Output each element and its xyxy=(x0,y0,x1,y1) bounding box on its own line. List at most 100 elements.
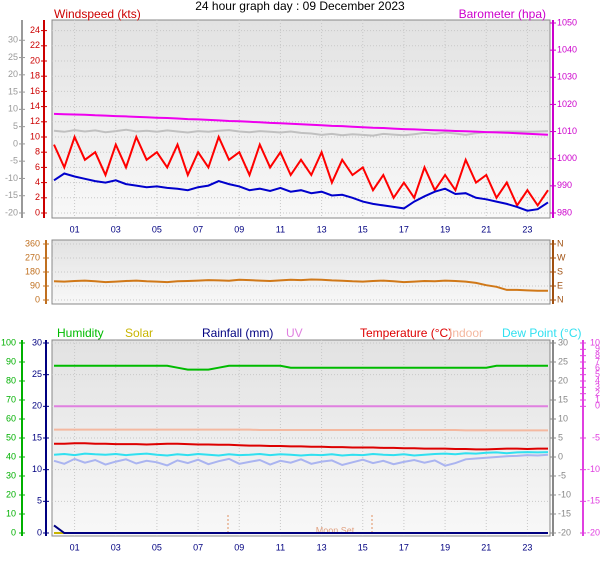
x-tick-label: 11 xyxy=(276,542,285,552)
y-tick-label: 80 xyxy=(6,375,16,385)
y-tick-label: 980 xyxy=(557,207,572,217)
series-line xyxy=(54,428,548,432)
y-tick-label: 12 xyxy=(30,116,40,126)
y-tick-label: 10 xyxy=(32,464,42,474)
x-tick-label: 21 xyxy=(481,224,491,234)
y-tick-label: 30 xyxy=(32,337,42,347)
y-tick-label: 18 xyxy=(30,71,40,81)
y-tick-label: 60 xyxy=(6,413,16,423)
y-tick-label: 0 xyxy=(11,527,16,537)
y-tick-label: 7 xyxy=(595,356,600,366)
y-tick-label: -5 xyxy=(10,156,18,166)
y-tick-label: 10 xyxy=(6,508,16,518)
y-tick-label: -15 xyxy=(5,190,18,200)
x-tick-label: 05 xyxy=(152,542,162,552)
x-tick-label: 09 xyxy=(234,542,244,552)
y-tick-label: 5 xyxy=(13,121,18,131)
legend-entry: UV xyxy=(286,326,303,340)
series-line xyxy=(53,112,549,136)
y-tick-label: -20 xyxy=(5,207,18,217)
panel-wind xyxy=(51,19,551,219)
series-line xyxy=(53,451,549,457)
series-line xyxy=(53,128,549,137)
y-tick-label: N xyxy=(557,294,564,304)
y-tick-label: 100 xyxy=(1,337,16,347)
x-tick-label: 07 xyxy=(193,542,203,552)
y-tick-label: 1050 xyxy=(557,17,577,27)
x-tick-label: 15 xyxy=(358,542,368,552)
x-tick-label: 23 xyxy=(522,542,532,552)
y-tick-label: 30 xyxy=(8,35,18,45)
y-tick-label: 4 xyxy=(35,177,40,187)
series-line xyxy=(53,172,549,212)
x-tick-label: 03 xyxy=(111,542,121,552)
legend-entry: Solar xyxy=(125,326,153,340)
y-tick-label: 0 xyxy=(595,401,600,411)
legend-entry: Humidity xyxy=(57,326,104,340)
y-tick-label: 180 xyxy=(25,266,40,276)
x-tick-label: 13 xyxy=(317,224,327,234)
y-tick-label: 0 xyxy=(558,451,563,461)
y-tick-label: W xyxy=(557,252,566,262)
y-tick-label: 5 xyxy=(37,496,42,506)
y-tick-label: 25 xyxy=(32,369,42,379)
y-tick-label: 3 xyxy=(595,382,600,392)
y-tick-label: 10 xyxy=(8,104,18,114)
x-tick-label: 03 xyxy=(111,224,121,234)
y-tick-label: N xyxy=(557,238,564,248)
y-tick-label: 2 xyxy=(595,388,600,398)
y-tick-label: 9 xyxy=(595,344,600,354)
chart-title: 24 hour graph day : 09 December 2023 xyxy=(195,0,405,13)
legend-entry: Rainfall (mm) xyxy=(202,326,273,340)
y-tick-label: 1030 xyxy=(557,72,577,82)
y-tick-label: 6 xyxy=(35,162,40,172)
annotation: Moon Set xyxy=(316,525,355,535)
y-tick-label: 15 xyxy=(8,86,18,96)
series-line xyxy=(53,278,548,292)
series-line xyxy=(54,364,548,371)
x-tick-label: 21 xyxy=(481,542,491,552)
y-tick-label: 25 xyxy=(8,52,18,62)
y-tick-label: 1000 xyxy=(557,153,577,163)
y-tick-label: 15 xyxy=(558,394,568,404)
y-tick-label: -10 xyxy=(5,173,18,183)
x-tick-label: 13 xyxy=(317,542,327,552)
y-tick-label: S xyxy=(557,266,563,276)
series-line xyxy=(53,134,549,208)
y-tick-label: 360 xyxy=(25,238,40,248)
plot-layer: -20-15-10-505101520253002468101214161820… xyxy=(1,17,600,552)
y-axis-label: Windspeed (kts) xyxy=(54,7,141,21)
y-tick-label: -15 xyxy=(558,508,571,518)
y2-axis-label: Barometer (hpa) xyxy=(459,7,546,21)
y-tick-label: 2 xyxy=(35,192,40,202)
y-tick-label: 10 xyxy=(30,131,40,141)
y-tick-label: 20 xyxy=(32,401,42,411)
x-tick-label: 17 xyxy=(399,224,409,234)
x-tick-label: 11 xyxy=(276,224,285,234)
y-tick-label: 10 xyxy=(590,337,600,347)
x-tick-label: 19 xyxy=(440,542,450,552)
y-tick-label: 22 xyxy=(30,40,40,50)
x-tick-label: 23 xyxy=(522,224,532,234)
x-tick-label: 01 xyxy=(70,224,80,234)
y-tick-label: 40 xyxy=(6,451,16,461)
y-tick-label: 90 xyxy=(6,356,16,366)
y-tick-label: 8 xyxy=(595,350,600,360)
y-tick-label: 0 xyxy=(35,294,40,304)
x-tick-label: 05 xyxy=(152,224,162,234)
y-tick-label: 90 xyxy=(30,280,40,290)
y-tick-label: 8 xyxy=(35,147,40,157)
x-tick-label: 09 xyxy=(234,224,244,234)
y-tick-label: -10 xyxy=(558,489,571,499)
y-tick-label: -5 xyxy=(558,470,566,480)
legend-entry: Temperature (°C) xyxy=(360,326,452,340)
y-tick-label: 4 xyxy=(595,375,600,385)
legend-entry: Indoor xyxy=(449,326,483,340)
y-tick-label: 1020 xyxy=(557,99,577,109)
y-tick-label: 990 xyxy=(557,180,572,190)
y-tick-label: 0 xyxy=(37,527,42,537)
legend-entry: Dew Point (°C) xyxy=(502,326,581,340)
y-tick-label: 50 xyxy=(6,432,16,442)
y-tick-label: 6 xyxy=(595,363,600,373)
